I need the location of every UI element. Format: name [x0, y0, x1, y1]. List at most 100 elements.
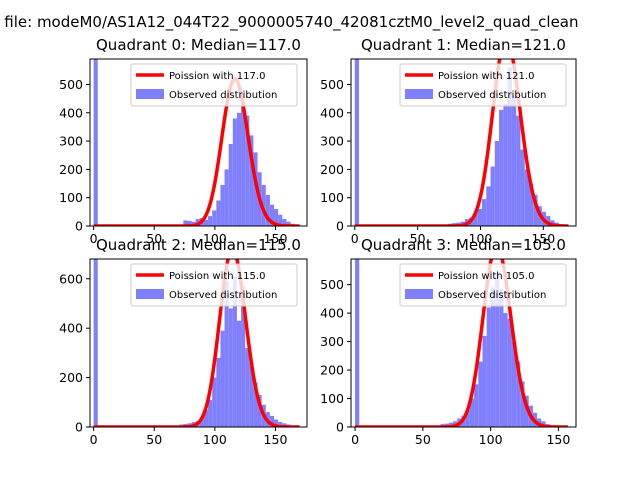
quadrant-0-axes-frame — [89, 58, 308, 227]
histogram-bar — [486, 307, 491, 427]
y-tick-label: 0 — [336, 420, 344, 435]
legend-poisson-label: Poission with 105.0 — [438, 271, 534, 282]
legend-observed-label: Observed distribution — [438, 90, 546, 101]
y-tick-label: 300 — [320, 334, 344, 349]
x-tick-label: 100 — [479, 432, 503, 447]
histogram-bar — [478, 361, 483, 427]
quadrant-2-chart: 0 50 100 150 0 200 400 600 Quadrant 2: Median=11… — [59, 236, 308, 447]
histogram-bar — [469, 398, 475, 427]
y-tick-label: 100 — [320, 391, 344, 406]
x-tick-label: 100 — [203, 432, 227, 447]
histogram-bar — [516, 361, 521, 427]
histogram-bar — [232, 118, 237, 226]
histogram-bar — [524, 169, 529, 226]
histogram-bar — [187, 220, 192, 226]
x-tick-label: 0 — [90, 231, 98, 246]
quadrant-1-plot-area — [354, 59, 569, 226]
histogram-bar — [216, 200, 221, 226]
histogram-bar — [203, 219, 209, 226]
legend-box — [399, 63, 567, 107]
histogram-bar — [507, 318, 512, 427]
histogram-bar — [355, 259, 360, 427]
histogram-bar — [232, 276, 237, 427]
histogram-bar — [503, 104, 508, 226]
histogram-bar — [533, 194, 538, 226]
x-tick-label: 150 — [546, 432, 570, 447]
histogram-bar — [183, 220, 188, 226]
x-tick-label: 50 — [146, 432, 162, 447]
quadrant-0-legend: Poission with 117.0 Observed distribution — [130, 63, 298, 107]
histogram-bar — [546, 216, 551, 226]
histogram-bar — [474, 384, 479, 427]
histogram-bar — [354, 59, 360, 226]
histogram-bar — [216, 357, 221, 427]
legend-observed-swatch — [405, 289, 433, 299]
histogram-bar — [516, 115, 521, 226]
legend-observed-swatch — [136, 289, 164, 299]
histogram-bar — [208, 216, 213, 226]
legend-poisson-label: Poission with 115.0 — [169, 271, 265, 282]
quadrant-3-axes-frame — [350, 258, 577, 428]
histogram-bar — [208, 399, 213, 427]
quadrant-3-chart: 0 50 100 150 0 100 200 300 400 500 Quadrant 3: Med… — [320, 236, 577, 447]
legend-observed-label: Observed distribution — [169, 90, 277, 101]
histogram-bar — [199, 417, 204, 427]
quadrant-1-legend: Poission with 121.0 Observed distribution — [399, 63, 567, 107]
histogram-bar — [261, 184, 266, 226]
y-tick-label: 200 — [59, 370, 83, 385]
y-tick-label: 200 — [59, 162, 83, 177]
histogram-bar — [220, 184, 225, 226]
legend-box — [130, 63, 298, 107]
histogram-bar — [511, 95, 517, 226]
histogram-bar — [495, 273, 500, 427]
y-tick-label: 500 — [59, 77, 83, 92]
histogram-bar — [212, 377, 217, 427]
quadrant-2-plot-area — [93, 259, 301, 427]
legend-poisson-label: Poission with 121.0 — [438, 71, 534, 82]
quadrant-3-legend: Poission with 105.0 Observed distribution — [399, 263, 567, 307]
histogram-bar — [228, 143, 233, 226]
quadrant-2-legend: Poission with 115.0 Observed distribution — [130, 263, 298, 307]
y-tick-label: 500 — [320, 77, 344, 92]
x-tick-label: 0 — [351, 231, 359, 246]
histogram-bar — [245, 347, 250, 427]
histogram-bar — [524, 395, 529, 427]
histogram-bar — [528, 183, 534, 226]
quadrant-0-chart: 0 50 100 150 0 100 200 300 400 500 Quadrant 0: Med… — [59, 36, 308, 246]
poisson-curve — [93, 77, 301, 226]
histogram-bar — [274, 209, 279, 226]
y-tick-label: 400 — [59, 105, 83, 120]
quadrant-1-chart: 0 50 100 150 0 100 200 300 400 500 Quadrant 1: Med… — [320, 36, 577, 246]
x-tick-label: 100 — [203, 231, 227, 246]
legend-observed-swatch — [136, 89, 164, 99]
histogram-bar — [224, 281, 229, 427]
y-tick-label: 200 — [320, 363, 344, 378]
histogram-bar — [269, 415, 275, 427]
poisson-curve — [93, 259, 301, 427]
quadrant-0-plot-area — [93, 59, 301, 226]
histogram-bar — [228, 308, 233, 427]
histogram-bar — [494, 141, 500, 226]
y-tick-label: 600 — [59, 271, 83, 286]
x-tick-label: 150 — [531, 231, 555, 246]
x-tick-label: 0 — [90, 432, 98, 447]
histogram-bar — [286, 221, 291, 226]
quadrant-1-title: Quadrant 1: Median=121.0 — [361, 36, 566, 54]
y-tick-label: 500 — [320, 277, 344, 292]
histogram-bar — [93, 59, 98, 226]
quadrant-0-title: Quadrant 0: Median=117.0 — [96, 36, 301, 54]
quadrant-2-axes-frame — [89, 258, 308, 428]
quadrant-3-plot-area — [354, 259, 569, 427]
poisson-curve — [354, 259, 569, 427]
histogram-bar — [520, 381, 525, 427]
histogram-bar — [93, 259, 98, 427]
x-tick-label: 150 — [264, 231, 288, 246]
legend-box — [130, 263, 298, 307]
histogram-bar — [224, 169, 229, 226]
y-tick-label: 100 — [59, 190, 83, 205]
histogram-bar — [282, 218, 287, 226]
x-tick-label: 150 — [264, 432, 288, 447]
histogram-bar — [278, 422, 283, 427]
histogram-bar — [257, 394, 262, 427]
